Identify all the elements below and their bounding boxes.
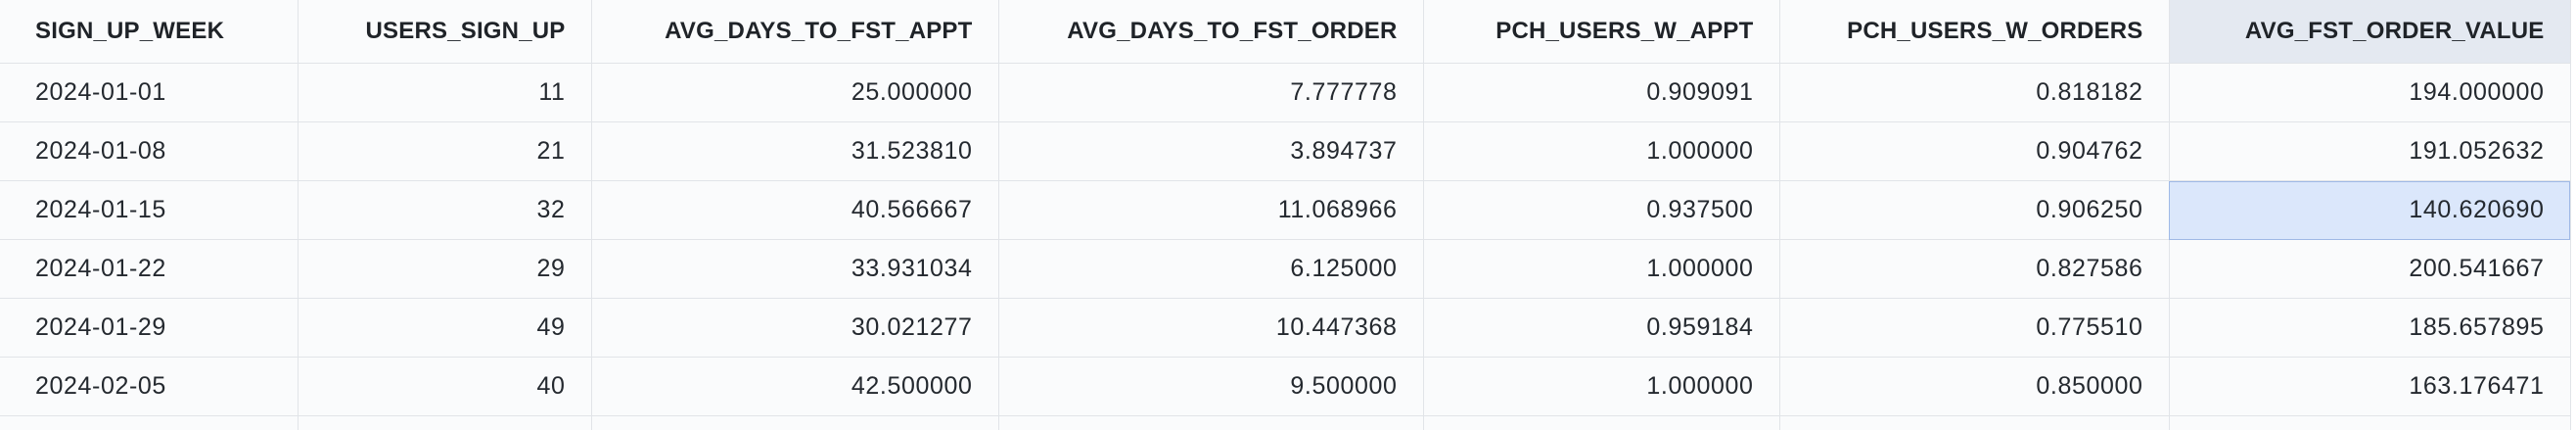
table-cell[interactable]: 0.959184: [1423, 298, 1780, 358]
table-cell[interactable]: 29: [298, 239, 592, 299]
table-cell[interactable]: 11: [298, 63, 592, 122]
table-cell[interactable]: 0.904762: [1779, 121, 2170, 181]
table-row: 2024-01-22 29 33.931034 6.125000 1.00000…: [0, 239, 2571, 299]
table-row: 2024-01-08 21 31.523810 3.894737 1.00000…: [0, 121, 2571, 181]
table-cell[interactable]: 30.021277: [591, 298, 999, 358]
table-cell[interactable]: 40: [298, 357, 592, 416]
table-row: 2024-01-15 32 40.566667 11.068966 0.9375…: [0, 180, 2571, 240]
column-header-avg-days-to-fst-order[interactable]: AVG_DAYS_TO_FST_ORDER: [998, 0, 1424, 64]
header-row: SIGN_UP_WEEK USERS_SIGN_UP AVG_DAYS_TO_F…: [0, 0, 2571, 64]
table-cell[interactable]: 2024-01-15: [0, 180, 299, 240]
table-cell[interactable]: 194.000000: [2169, 63, 2571, 122]
table-cell[interactable]: 200.541667: [2169, 239, 2571, 299]
table-cell[interactable]: 0.775510: [1779, 298, 2170, 358]
table-cell: [591, 415, 999, 430]
table-cell[interactable]: 1.000000: [1423, 239, 1780, 299]
column-header-pch-users-w-appt[interactable]: PCH_USERS_W_APPT: [1423, 0, 1780, 64]
table-cell[interactable]: 185.657895: [2169, 298, 2571, 358]
partial-table-row: [0, 415, 2571, 430]
table-cell[interactable]: 2024-01-08: [0, 121, 299, 181]
table-cell[interactable]: 0.909091: [1423, 63, 1780, 122]
column-header-sign-up-week[interactable]: SIGN_UP_WEEK: [0, 0, 299, 64]
table-cell[interactable]: 42.500000: [591, 357, 999, 416]
table-cell[interactable]: 7.777778: [998, 63, 1424, 122]
table-cell[interactable]: 1.000000: [1423, 357, 1780, 416]
table-cell[interactable]: 2024-02-05: [0, 357, 299, 416]
table-cell: [2169, 415, 2571, 430]
table-cell[interactable]: 10.447368: [998, 298, 1424, 358]
column-header-avg-days-to-fst-appt[interactable]: AVG_DAYS_TO_FST_APPT: [591, 0, 999, 64]
table-cell: [0, 415, 299, 430]
table-cell[interactable]: 191.052632: [2169, 121, 2571, 181]
table-cell: [1423, 415, 1780, 430]
table-cell[interactable]: 25.000000: [591, 63, 999, 122]
table-cell: [1779, 415, 2170, 430]
selected-table-cell[interactable]: 140.620690: [2169, 180, 2571, 240]
table-cell[interactable]: 2024-01-29: [0, 298, 299, 358]
table-cell[interactable]: 49: [298, 298, 592, 358]
table-cell[interactable]: 0.850000: [1779, 357, 2170, 416]
table-cell[interactable]: 0.827586: [1779, 239, 2170, 299]
column-header-pch-users-w-orders[interactable]: PCH_USERS_W_ORDERS: [1779, 0, 2170, 64]
table-cell[interactable]: 11.068966: [998, 180, 1424, 240]
table-row: 2024-01-01 11 25.000000 7.777778 0.90909…: [0, 63, 2571, 122]
table-cell[interactable]: 0.937500: [1423, 180, 1780, 240]
table-cell[interactable]: 31.523810: [591, 121, 999, 181]
table-cell: [298, 415, 592, 430]
table-cell[interactable]: 0.906250: [1779, 180, 2170, 240]
column-header-users-sign-up[interactable]: USERS_SIGN_UP: [298, 0, 592, 64]
table-cell[interactable]: 33.931034: [591, 239, 999, 299]
table-cell[interactable]: 40.566667: [591, 180, 999, 240]
table-row: 2024-01-29 49 30.021277 10.447368 0.9591…: [0, 298, 2571, 358]
table-cell[interactable]: 6.125000: [998, 239, 1424, 299]
table-cell[interactable]: 0.818182: [1779, 63, 2170, 122]
column-header-avg-fst-order-value[interactable]: AVG_FST_ORDER_VALUE: [2169, 0, 2571, 64]
table-cell[interactable]: 2024-01-22: [0, 239, 299, 299]
table-row: 2024-02-05 40 42.500000 9.500000 1.00000…: [0, 357, 2571, 416]
table-cell[interactable]: 32: [298, 180, 592, 240]
table-cell[interactable]: 1.000000: [1423, 121, 1780, 181]
table-cell[interactable]: 2024-01-01: [0, 63, 299, 122]
table-cell[interactable]: 163.176471: [2169, 357, 2571, 416]
table-cell[interactable]: 21: [298, 121, 592, 181]
table-cell[interactable]: 3.894737: [998, 121, 1424, 181]
table-cell[interactable]: 9.500000: [998, 357, 1424, 416]
table-cell: [998, 415, 1424, 430]
